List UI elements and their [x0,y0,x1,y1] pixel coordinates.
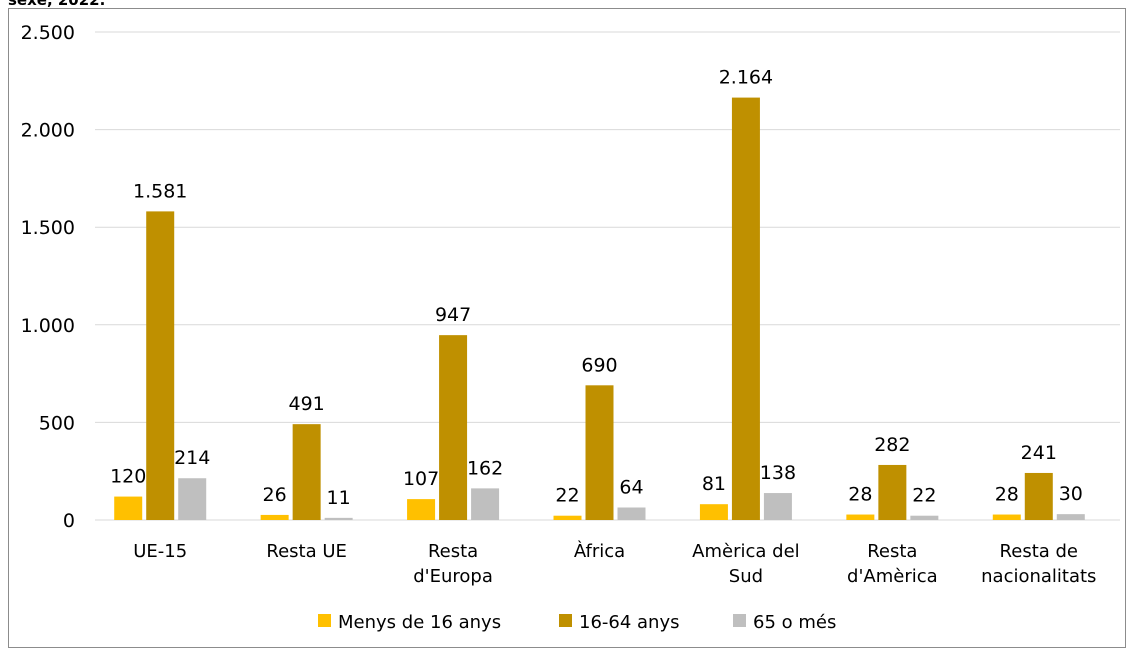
legend-swatch [559,614,572,627]
category-label: Sud [729,566,763,587]
data-label: 11 [327,487,351,509]
category-label: Resta [867,541,917,562]
data-label: 30 [1059,483,1083,505]
bar-1 [585,385,614,520]
bar-0 [114,496,143,520]
category-label: Àfrica [574,540,625,562]
category-label: UE-15 [133,541,187,562]
legend-label: Menys de 16 anys [338,612,501,633]
bar-1 [292,424,321,520]
data-label: 2.164 [719,67,773,89]
data-label: 241 [1021,442,1057,464]
y-tick-label: 1.500 [21,217,75,239]
data-label: 28 [848,484,872,506]
y-tick-label: 0 [63,510,75,532]
bar-2 [178,478,207,520]
data-label: 28 [995,484,1019,506]
legend-swatch [318,614,331,627]
bar-2 [324,517,353,520]
data-label: 1.581 [133,180,187,202]
data-label: 282 [874,434,910,456]
data-label: 162 [467,457,503,479]
data-label: 690 [581,354,617,376]
y-tick-label: 2.000 [21,120,75,142]
category-label: d'Europa [413,566,493,587]
y-tick-label: 500 [39,412,75,434]
bar-2 [617,507,646,520]
y-tick-label: 2.500 [21,22,75,44]
bar-1 [731,97,760,521]
bar-0 [407,499,436,520]
legend-swatch [733,614,746,627]
bar-0 [699,504,728,520]
category-label: Resta de [1000,541,1078,562]
category-label: d'Amèrica [847,566,938,587]
category-label: nacionalitats [981,566,1096,587]
bar-0 [846,514,875,520]
category-label: Amèrica del [692,541,799,562]
bar-1 [1024,472,1053,520]
bar-0 [260,514,289,520]
bar-2 [471,488,500,520]
data-label: 947 [435,304,471,326]
data-label: 64 [619,477,643,499]
data-label: 26 [263,484,287,506]
chart-title-fragment: sexe, 2022. [8,0,106,9]
bar-2 [1056,514,1085,520]
data-label: 138 [760,462,796,484]
bar-1 [878,464,907,520]
bar-0 [992,514,1021,520]
data-label: 491 [289,393,325,415]
bar-1 [146,211,175,520]
bar-0 [553,515,582,520]
data-label: 107 [403,468,439,490]
data-label: 81 [702,473,726,495]
bar-2 [910,515,939,520]
category-label: Resta UE [266,541,347,562]
bar-1 [439,335,468,520]
y-tick-label: 1.000 [21,315,75,337]
legend-label: 65 o més [753,612,836,633]
legend-label: 16-64 anys [579,612,680,633]
data-label: 22 [912,485,936,507]
data-label: 120 [110,466,146,488]
data-label: 214 [174,447,210,469]
category-label: Resta [428,541,478,562]
bar-2 [763,493,792,520]
data-label: 22 [555,485,579,507]
